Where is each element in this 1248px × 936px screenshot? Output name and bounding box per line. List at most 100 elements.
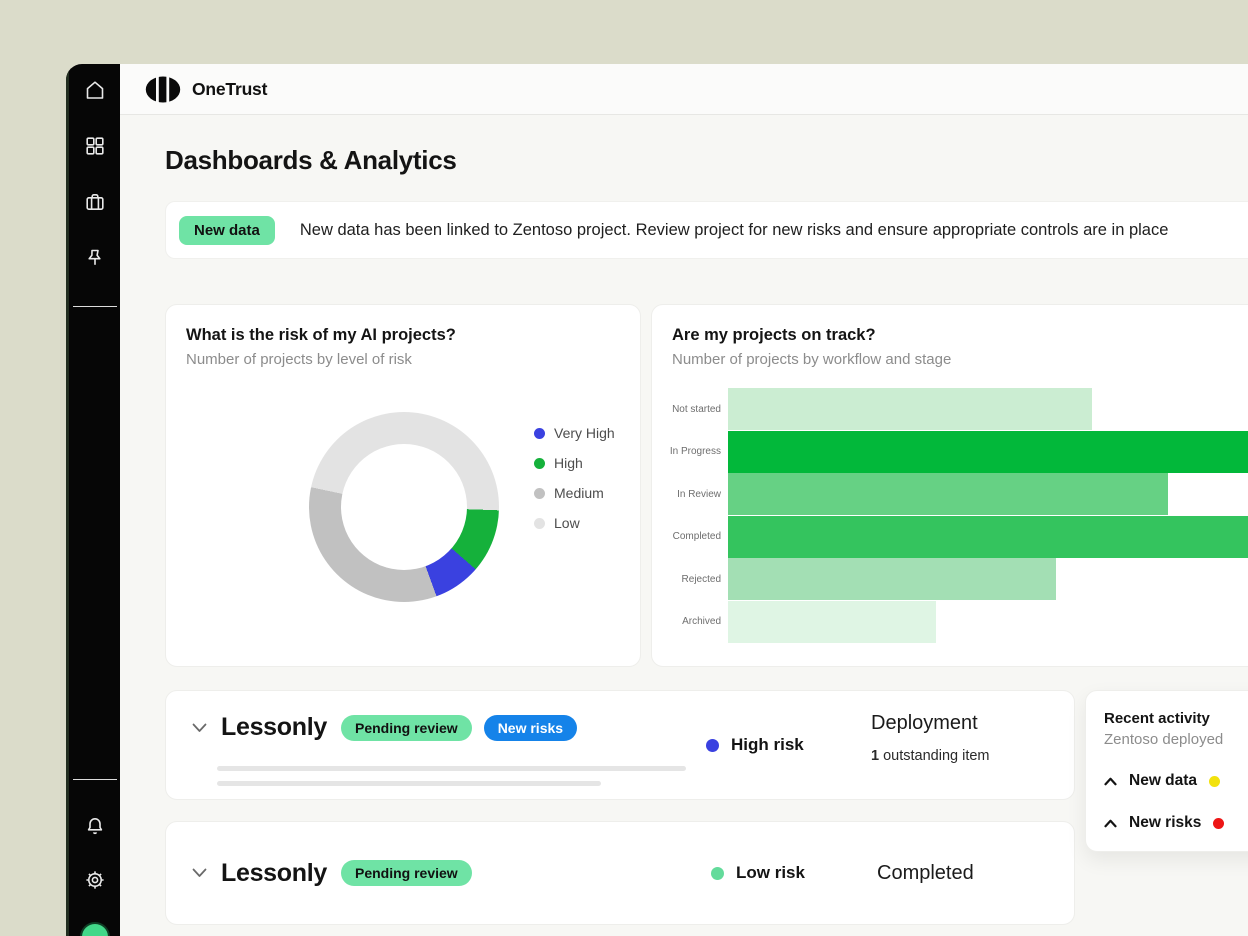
legend-dot [534,487,545,499]
chevron-up-icon [1104,819,1117,827]
chevron-down-icon[interactable] [192,868,207,878]
status-badge: Pending review [340,714,472,741]
apps-grid-icon[interactable] [83,134,107,158]
bar [728,600,937,643]
page-title: Dashboards & Analytics [165,145,457,175]
legend-item: Medium [534,485,615,501]
donut-chart-subtitle: Number of projects by level of risk [186,351,412,368]
bar-category-label: In Review [677,488,721,500]
recent-activity-card: Recent activity Zentoso deployed New dat… [1085,690,1248,852]
sidebar-divider-top [72,306,117,307]
brand-name: OneTrust [192,78,268,99]
stage-note: 1 outstanding item [871,748,990,764]
project-rows: Lessonly Pending review New risks High ri… [165,690,1075,925]
risk-indicator: Low risk [711,822,805,924]
recent-activity-title: Recent activity [1104,710,1210,727]
bar-chart-subtitle: Number of projects by workflow and stage [672,351,952,368]
gear-icon[interactable] [83,868,107,892]
legend-dot [534,427,545,439]
notification-banner: New data New data has been linked to Zen… [165,201,1248,259]
bar [728,515,1248,558]
bar-chart: Not started In Progress In Review Completed… [669,388,1248,644]
page-content: Dashboards & Analytics New data New data… [120,115,1248,936]
sidebar [66,64,120,936]
legend-label: Low [554,515,580,531]
bar-category-label: In Progress [669,446,721,458]
recent-activity-item[interactable]: New risks [1104,814,1248,832]
project-badges: Pending review [340,860,472,886]
sidebar-divider-bottom [72,779,117,780]
recent-item-label: New data [1129,772,1198,789]
home-icon[interactable] [83,78,107,102]
charts-row: What is the risk of my AI projects? Numb… [165,304,1248,667]
bar-category-label: Completed [672,531,721,543]
stage-block: Deployment 1 outstanding item [871,712,990,764]
bar-row: Not started [672,388,1248,431]
bar-category-label: Rejected [681,573,721,585]
project-name: Lessonly [221,858,327,887]
bar-category-label: Archived [682,616,721,628]
pin-icon[interactable] [83,246,107,270]
stage-label: Deployment [871,712,978,734]
bell-icon[interactable] [83,814,107,838]
project-row-lessonly-1[interactable]: Lessonly Pending review New risks High ri… [165,690,1075,800]
bar-track [728,515,1248,559]
bar-track [728,558,1248,601]
risk-dot [711,866,724,880]
project-row-head: Lessonly Pending review [192,822,472,924]
bar-track [728,600,1248,644]
briefcase-icon[interactable] [83,190,107,214]
skeleton-line [217,766,686,771]
legend-dot [534,517,545,529]
bar [728,558,1057,600]
risk-donut-card: What is the risk of my AI projects? Numb… [165,304,641,667]
donut-legend: Very High High Medium Low [534,425,615,545]
main-area: OneTrust Dashboards & Analytics New data… [120,64,1248,936]
recent-item-dot [1213,817,1225,829]
risk-donut-chart [309,412,499,602]
new-data-badge: New data [179,215,275,245]
project-name: Lessonly [221,713,327,741]
bar-row: Completed [672,515,1248,559]
projects-bar-card: Are my projects on track? Number of proj… [651,304,1248,667]
legend-item: Very High [534,425,615,441]
bar-row: Archived [672,600,1248,644]
recent-activity-subtitle: Zentoso deployed [1104,731,1224,748]
legend-item: High [534,455,615,471]
app-window: OneTrust Dashboards & Analytics New data… [66,64,1248,936]
status-badge: Pending review [340,860,472,886]
chevron-down-icon[interactable] [192,723,207,733]
donut-chart-title: What is the risk of my AI projects? [186,326,456,344]
bar [728,430,1248,473]
risk-label: High risk [731,735,804,754]
project-row-head: Lessonly Pending review New risks [192,713,578,742]
status-badge: New risks [483,714,578,741]
stage-label: Completed [877,861,974,884]
recent-activity-items: New data New risks [1104,772,1248,832]
risk-label: Low risk [736,863,805,882]
app-header: OneTrust [120,64,1248,115]
project-badges: Pending review New risks [340,714,578,741]
project-row-lessonly-2[interactable]: Lessonly Pending review Low risk Complet… [165,821,1075,925]
user-avatar[interactable] [79,922,110,936]
bar-track [728,388,1248,431]
bar-category-label: Not started [672,403,721,415]
recent-activity-item[interactable]: New data [1104,772,1248,790]
bar-chart-title: Are my projects on track? [672,326,876,344]
legend-label: Very High [554,425,615,441]
rows-section: Lessonly Pending review New risks High ri… [165,690,1248,925]
bar-track [728,430,1248,474]
skeleton-line [217,781,601,786]
recent-item-dot [1209,775,1221,787]
recent-item-label: New risks [1129,814,1202,831]
onetrust-logo-icon [145,75,181,103]
risk-indicator: High risk [706,691,804,799]
bar-row: In Progress [669,430,1248,474]
legend-label: High [554,455,583,471]
risk-dot [706,738,719,752]
banner-message: New data has been linked to Zentoso proj… [299,220,1169,239]
bar-row: In Review [672,473,1248,516]
legend-label: Medium [554,485,604,501]
bar [728,388,1092,430]
bar [728,473,1169,515]
